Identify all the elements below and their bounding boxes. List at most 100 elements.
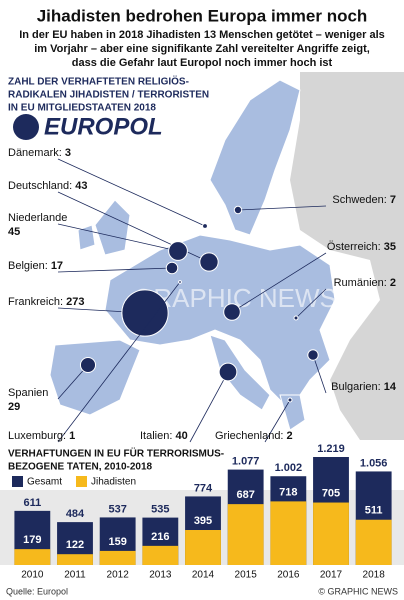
x-tick-label: 2012 (107, 570, 130, 581)
iberia (49, 339, 141, 416)
country-value: 273 (66, 296, 84, 308)
leader-line (57, 267, 173, 273)
country-label: Frankreich: 273 (8, 296, 84, 308)
leader-line (57, 281, 181, 443)
country-label: Bulgarien: 14 (331, 381, 397, 393)
bubble (168, 241, 188, 261)
country-label: Luxemburg: 1 (8, 430, 75, 442)
value-label: 484 (66, 508, 85, 520)
leader-line (231, 252, 327, 313)
country-name: Luxemburg: (8, 430, 69, 442)
bar (355, 519, 392, 565)
value-label: 511 (365, 505, 383, 517)
country-label: Spanien 29 (8, 387, 48, 413)
country-label: Rumänien: 2 (334, 277, 396, 289)
title: Jihadisten bedrohen Europa immer noch (37, 6, 368, 25)
country-value: 2 (287, 430, 293, 442)
country-value: 35 (384, 241, 396, 253)
country-value: 45 (8, 226, 20, 238)
x-tick-label: 2018 (363, 570, 386, 581)
greece (279, 394, 306, 431)
country-name: Frankreich: (8, 296, 66, 308)
value-label: 122 (66, 539, 84, 551)
country-name: Niederlande (8, 212, 67, 224)
value-label: 718 (279, 486, 297, 498)
country-value: 1 (69, 430, 75, 442)
country-name: Rumänien: (334, 277, 390, 289)
value-label: 1.002 (275, 462, 303, 474)
bubble (293, 315, 299, 321)
mainland (104, 234, 336, 411)
country-label: Belgien: 17 (8, 260, 63, 272)
legend-swatch (76, 476, 87, 487)
map-heading: ZAHL DER VERHAFTETEN RELIGIÖS- (8, 75, 189, 88)
bubble (307, 349, 319, 361)
credit: © GRAPHIC NEWS (318, 586, 398, 596)
value-label: 159 (108, 536, 126, 548)
x-tick-label: 2013 (149, 570, 172, 581)
country-value: 40 (175, 430, 187, 442)
leader-line (264, 399, 291, 443)
subtitle: dass die Gefahr laut Europol noch immer … (72, 57, 333, 69)
country-value: 7 (390, 194, 396, 206)
bar (142, 545, 179, 565)
country-value: 17 (51, 260, 63, 272)
subtitle: im Vorjahr – aber eine signifikante Zahl… (34, 43, 370, 55)
leader-line (237, 205, 327, 211)
bar (185, 530, 221, 565)
country-name: Bulgarien: (331, 381, 384, 393)
x-tick-label: 2010 (21, 570, 44, 581)
value-label: 537 (108, 503, 126, 515)
value-label: 705 (322, 487, 340, 499)
chart-title: BEZOGENE TATEN, 2010-2018 (8, 462, 153, 473)
country-name: Griechenland: (215, 430, 287, 442)
bubble (79, 356, 97, 374)
bar (227, 504, 264, 565)
country-label: Dänemark: 3 (8, 147, 71, 159)
value-label: 535 (151, 504, 169, 516)
uk (94, 199, 131, 256)
value-label: 611 (23, 497, 41, 509)
bubble (218, 362, 238, 382)
x-tick-label: 2016 (277, 570, 300, 581)
chart-title: VERHAFTUNGEN IN EU FÜR TERRORISMUS- (8, 447, 224, 460)
country-value: 3 (65, 147, 71, 159)
leader-line (189, 371, 229, 443)
bar (57, 554, 93, 565)
country-label: Schweden: 7 (332, 194, 396, 206)
country-name: Spanien (8, 387, 48, 399)
value-label: 774 (194, 482, 213, 494)
bar (14, 549, 51, 565)
source: Quelle: Europol (6, 586, 68, 596)
country-label: Italien: 40 (140, 430, 188, 442)
country-value: 2 (390, 277, 396, 289)
value-label: 687 (236, 489, 254, 501)
leader-line (295, 288, 327, 319)
leader-line (57, 158, 206, 227)
value-label: 216 (151, 531, 169, 543)
map: GRAPHIC NEWS ZAHL DER VERHAFTETEN RELIGI… (0, 72, 404, 442)
scandinavia (209, 79, 301, 236)
x-tick-label: 2017 (320, 570, 343, 581)
map-heading: RADIKALEN JIHADISTEN / TERRORISTEN (8, 90, 209, 101)
x-tick-label: 2011 (64, 570, 86, 581)
country-value: 14 (384, 381, 397, 393)
value-label: 1.219 (317, 443, 345, 455)
bubble (165, 261, 179, 275)
country-name: Dänemark: (8, 147, 65, 159)
value-label: 179 (23, 534, 41, 546)
logo-emblem (13, 114, 39, 140)
map-heading: IN EU MITGLIEDSTAATEN 2018 (8, 103, 156, 114)
country-name: Schweden: (332, 194, 389, 206)
value-label: 1.077 (232, 455, 260, 467)
bubble (223, 303, 241, 321)
bubble (178, 280, 182, 284)
non-eu-land (290, 72, 404, 440)
country-value: 43 (75, 180, 87, 192)
subtitle: In der EU haben in 2018 Jihadisten 13 Me… (19, 29, 385, 41)
country-label: Österreich: 35 (327, 241, 396, 253)
country-name: Deutschland: (8, 180, 75, 192)
country-value: 29 (8, 401, 20, 413)
value-label: 1.056 (360, 457, 388, 469)
